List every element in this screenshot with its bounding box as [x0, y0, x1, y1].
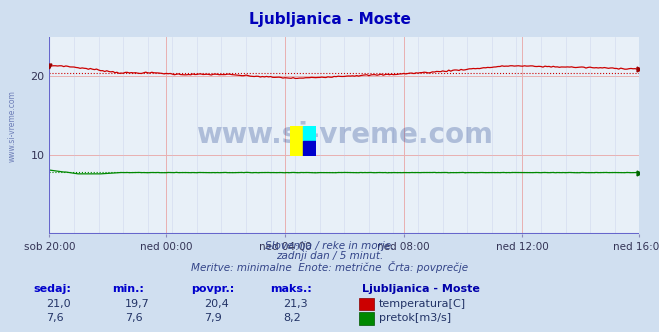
- Bar: [290, 126, 303, 156]
- Bar: [303, 126, 316, 141]
- Text: 20,4: 20,4: [204, 299, 229, 309]
- Text: www.si-vreme.com: www.si-vreme.com: [7, 90, 16, 162]
- Text: www.si-vreme.com: www.si-vreme.com: [196, 121, 493, 149]
- Text: sedaj:: sedaj:: [33, 284, 71, 294]
- Text: zadnji dan / 5 minut.: zadnji dan / 5 minut.: [276, 251, 383, 261]
- Text: min.:: min.:: [112, 284, 144, 294]
- Text: Ljubljanica - Moste: Ljubljanica - Moste: [248, 12, 411, 27]
- Text: maks.:: maks.:: [270, 284, 312, 294]
- Text: Slovenija / reke in morje.: Slovenija / reke in morje.: [265, 241, 394, 251]
- Bar: [303, 141, 316, 156]
- Text: 7,6: 7,6: [125, 313, 143, 323]
- Text: Meritve: minimalne  Enote: metrične  Črta: povprečje: Meritve: minimalne Enote: metrične Črta:…: [191, 261, 468, 273]
- Text: 8,2: 8,2: [283, 313, 301, 323]
- Text: 19,7: 19,7: [125, 299, 150, 309]
- Text: 21,0: 21,0: [46, 299, 71, 309]
- Text: 7,6: 7,6: [46, 313, 64, 323]
- Text: 7,9: 7,9: [204, 313, 222, 323]
- Text: pretok[m3/s]: pretok[m3/s]: [379, 313, 451, 323]
- Text: Ljubljanica - Moste: Ljubljanica - Moste: [362, 284, 480, 294]
- Text: povpr.:: povpr.:: [191, 284, 235, 294]
- Text: 21,3: 21,3: [283, 299, 308, 309]
- Text: temperatura[C]: temperatura[C]: [379, 299, 466, 309]
